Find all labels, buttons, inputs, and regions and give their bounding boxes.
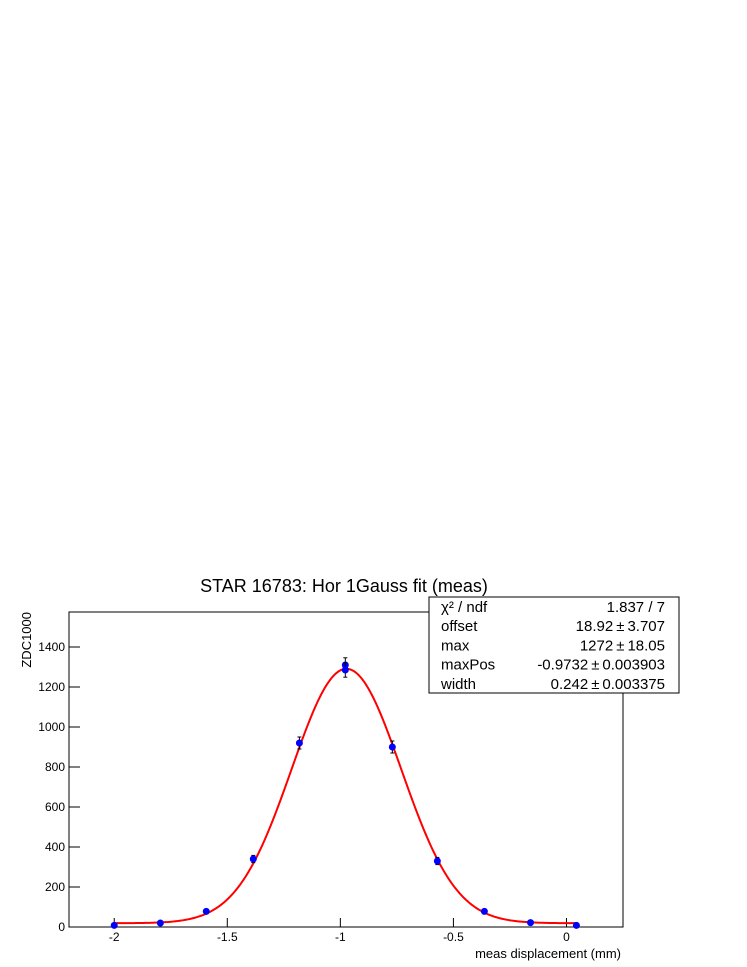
data-point <box>388 743 396 751</box>
stats-name: maxPos <box>441 657 495 674</box>
stats-value: 18.92 <box>576 618 614 635</box>
data-point <box>202 907 210 915</box>
stats-name: χ² / ndf <box>441 599 488 616</box>
data-point <box>156 919 164 927</box>
stats-error: 0.003375 <box>602 676 665 693</box>
y-tick-label: 1000 <box>38 720 65 734</box>
y-tick-label: 0 <box>58 920 65 934</box>
stats-pm: ± <box>591 657 599 674</box>
y-tick-label: 400 <box>45 840 65 854</box>
data-point <box>249 855 257 863</box>
x-tick-label: -0.5 <box>443 930 464 944</box>
x-tick-label: -1.5 <box>217 930 238 944</box>
stats-error: 18.05 <box>627 637 665 654</box>
x-axis-label: meas displacement (mm) <box>475 946 621 961</box>
chart-title: STAR 16783: Hor 1Gauss fit (meas) <box>200 576 488 596</box>
stats-value: 1272 <box>580 637 613 654</box>
stats-value: 1.837 / 7 <box>607 599 665 616</box>
y-axis-label: ZDC1000 <box>19 612 34 668</box>
stats-value: -0.9732 <box>537 657 588 674</box>
stats-name: max <box>441 637 470 654</box>
x-tick-label: -1 <box>335 930 346 944</box>
plot-frame <box>68 611 624 928</box>
stats-pm: ± <box>591 676 599 693</box>
y-tick-label: 1400 <box>38 640 65 654</box>
stats-name: offset <box>441 618 478 635</box>
x-tick-label: 0 <box>563 930 570 944</box>
y-tick-label: 1200 <box>38 680 65 694</box>
data-point <box>110 921 118 929</box>
y-tick-label: 800 <box>45 760 65 774</box>
stats-box <box>428 596 680 694</box>
data-point <box>527 919 535 927</box>
stats-pm: ± <box>616 618 624 635</box>
data-point <box>295 739 303 747</box>
stats-value: 0.242 <box>551 676 589 693</box>
stats-error: 3.707 <box>627 618 665 635</box>
x-tick-label: -2 <box>109 930 120 944</box>
stats-name: width <box>440 676 476 693</box>
data-point <box>433 857 441 865</box>
data-point <box>572 921 580 929</box>
y-tick-label: 200 <box>45 880 65 894</box>
y-tick-label: 600 <box>45 800 65 814</box>
data-point <box>341 666 349 674</box>
data-point <box>480 907 488 915</box>
stats-error: 0.003903 <box>602 657 665 674</box>
stats-pm: ± <box>616 637 624 654</box>
